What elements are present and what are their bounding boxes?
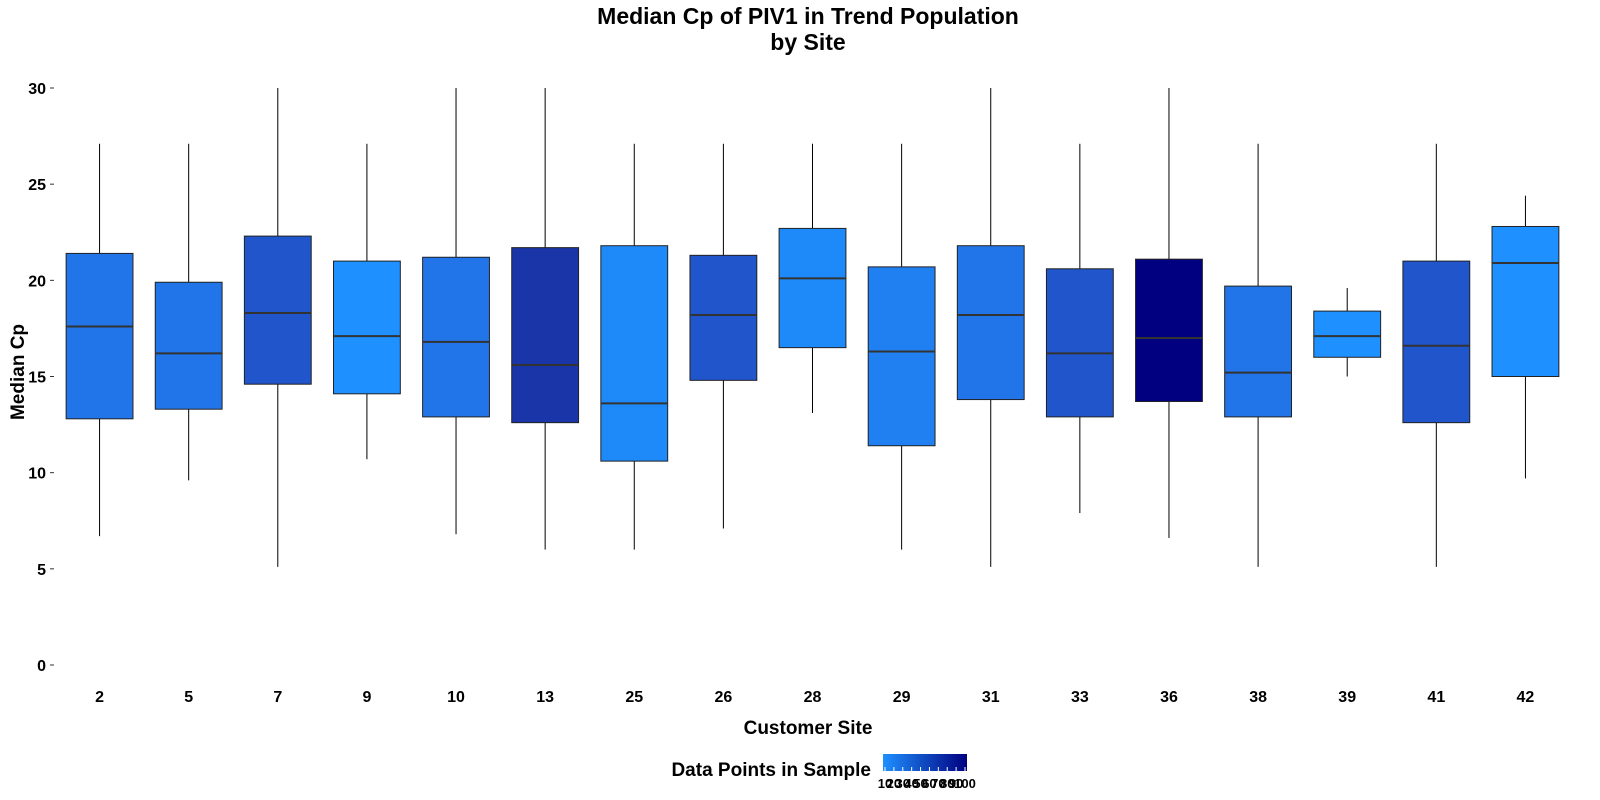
box-body (956, 245, 1025, 401)
legend-tick-label: 40 (904, 776, 918, 791)
legend-tick-label: 20 (887, 776, 901, 791)
chart-title-line-1: Median Cp of PIV1 in Trend Population (597, 3, 1019, 29)
box-body (867, 266, 936, 447)
box-41 (1402, 143, 1471, 567)
legend-title: Data Points in Sample (671, 760, 871, 781)
chart-title-line-2: by Site (770, 29, 845, 55)
x-tick-label: 38 (1249, 689, 1267, 706)
x-tick-label: 31 (982, 689, 1000, 706)
legend-tick-label: 10 (878, 776, 892, 791)
box-31 (956, 88, 1025, 567)
box-body (689, 254, 758, 381)
box-33 (1045, 143, 1114, 514)
box-body (422, 256, 490, 418)
box-body (1135, 258, 1203, 403)
x-tick-label: 39 (1338, 689, 1356, 706)
box-body (600, 245, 669, 462)
box-body (65, 252, 134, 420)
y-axis-title: Median Cp (8, 324, 29, 420)
x-tick-label: 26 (714, 689, 732, 706)
box-body (1313, 310, 1382, 358)
x-axis: 2 5 7 9 10 13 25 26 28 29 31 33 36 38 39 41 42 (95, 689, 1534, 706)
x-tick-label: 2 (95, 689, 104, 706)
y-tick-label: 20 (28, 273, 46, 290)
legend-tick-label: 50 (913, 776, 927, 791)
box-body (1045, 268, 1114, 418)
box-9 (332, 143, 401, 460)
color-legend: Data Points in Sample 102030405060708090… (671, 754, 976, 791)
x-tick-label: 25 (625, 689, 643, 706)
box-10 (422, 88, 490, 535)
x-tick-label: 13 (536, 689, 554, 706)
box-7 (243, 88, 312, 567)
legend-tick-label: 30 (896, 776, 910, 791)
box-body (243, 235, 312, 385)
y-tick-label: 30 (28, 81, 46, 98)
y-tick-label: 5 (37, 562, 46, 579)
x-tick-label: 5 (184, 689, 193, 706)
y-axis: 0 5 10 15 20 25 30 (28, 81, 54, 675)
box-body (154, 281, 223, 410)
y-tick-label: 0 (37, 658, 46, 675)
x-tick-label: 36 (1160, 689, 1178, 706)
box-38 (1224, 143, 1293, 567)
y-tick-label: 15 (28, 370, 46, 387)
x-tick-label: 9 (362, 689, 371, 706)
box-body (1402, 260, 1471, 424)
x-tick-label: 28 (804, 689, 822, 706)
x-tick-label: 33 (1071, 689, 1089, 706)
box-13 (511, 88, 580, 550)
box-26 (689, 143, 758, 529)
legend-tick-label: 90 (949, 776, 963, 791)
x-tick-label: 10 (447, 689, 465, 706)
x-axis-title: Customer Site (744, 718, 873, 739)
box-body (511, 247, 580, 424)
y-tick-label: 25 (28, 177, 46, 194)
x-tick-label: 42 (1517, 689, 1535, 706)
box-25 (600, 143, 669, 550)
x-tick-label: 7 (273, 689, 282, 706)
box-series (65, 88, 1560, 567)
box-36 (1135, 88, 1203, 539)
x-tick-label: 41 (1427, 689, 1445, 706)
box-28 (778, 143, 847, 414)
box-body (1491, 225, 1560, 377)
legend-tick-label: 100 (954, 776, 976, 791)
y-tick-label: 10 (28, 466, 46, 483)
box-2 (65, 143, 134, 537)
box-body (332, 260, 401, 395)
legend-tick-label: 70 (931, 776, 945, 791)
box-29 (867, 143, 936, 550)
box-42 (1491, 195, 1560, 479)
box-body (1224, 285, 1293, 418)
legend-tick-label: 80 (940, 776, 954, 791)
box-5 (154, 143, 223, 481)
x-tick-label: 29 (893, 689, 911, 706)
box-39 (1313, 288, 1382, 377)
box-body (778, 227, 847, 349)
legend-colorbar (883, 754, 967, 771)
legend-tick-label: 60 (922, 776, 936, 791)
